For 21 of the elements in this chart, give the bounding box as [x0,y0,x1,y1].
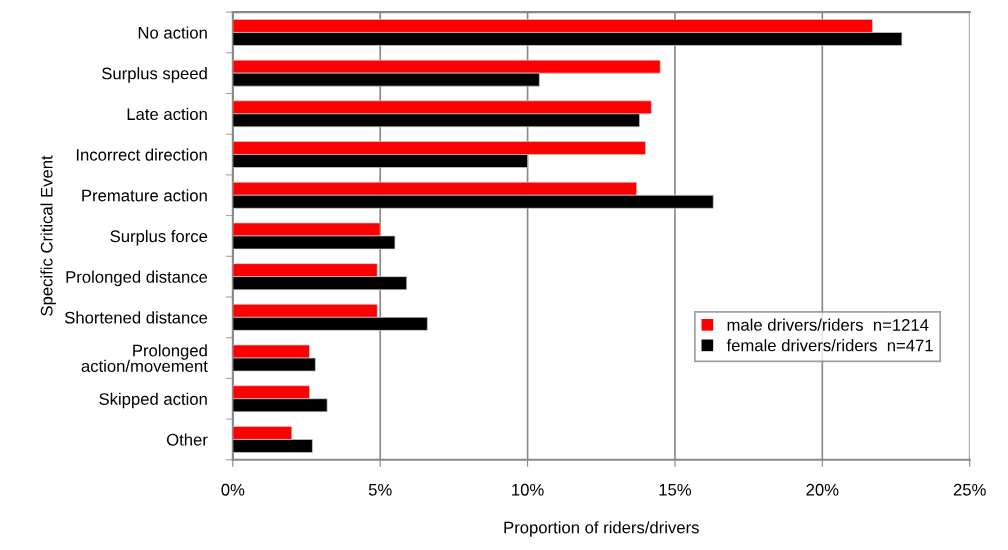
x-axis-title: Proportion of riders/drivers [504,521,699,537]
y-tick-label: Prolonged distance [66,270,208,287]
y-tick-label: Incorrect direction [76,148,207,161]
x-tick-label: 20% [806,483,839,496]
legend-label: female drivers/riders n=471 [726,339,933,352]
y-tick-label: Surplus force [110,229,208,246]
y-axis-title: Specific Critical Event [40,155,56,316]
x-tick-label: 0% [221,483,245,496]
y-tick-label: Skipped action [99,392,207,409]
x-tick-label: 5% [368,483,392,496]
x-tick-label: 25% [953,483,986,496]
y-tick-label: Other [166,433,208,446]
y-tick-label: No action [138,26,207,39]
legend-label: male drivers/riders n=1214 [727,318,929,331]
y-tick-label: Shortened distance [65,311,208,324]
x-tick-label: 15% [659,483,692,496]
y-tick-label: Late action [127,107,207,121]
y-tick-label: Prolonged action/movement [81,344,208,373]
x-tick-label: 10% [512,483,544,496]
y-tick-label: Surplus speed [102,67,207,83]
y-tick-label: Premature action [82,189,207,202]
